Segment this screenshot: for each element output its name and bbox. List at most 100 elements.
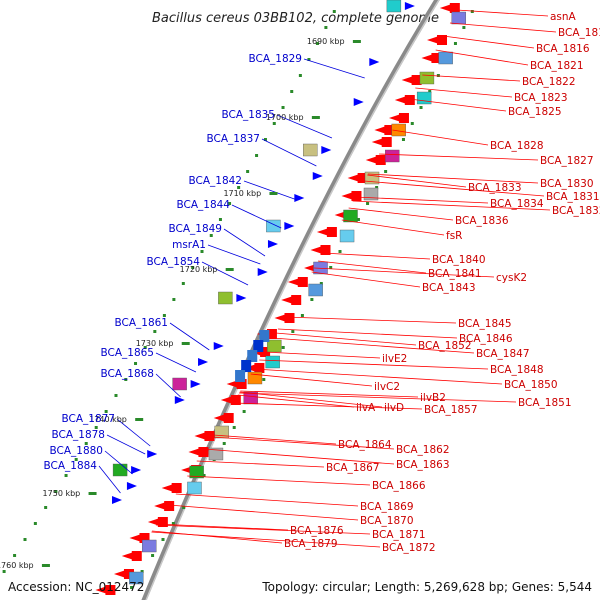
- tick-mark: [114, 394, 118, 397]
- right-gene-label[interactable]: BCA_1828: [490, 140, 544, 152]
- gene-cluster-block: [241, 360, 252, 372]
- right-gene-label[interactable]: BCA_1845: [458, 318, 512, 330]
- right-gene-label[interactable]: BCA_1850: [504, 379, 558, 391]
- right-gene-label[interactable]: BCA_1862: [396, 444, 450, 456]
- right-gene-label[interactable]: ilvD: [384, 402, 404, 414]
- right-gene-label[interactable]: BCA_1836: [455, 215, 509, 227]
- tick-mark: [263, 138, 267, 141]
- genome-backbone-highlight: [145, 0, 440, 600]
- reverse-gene-block: [171, 483, 182, 493]
- right-label-leader: [239, 392, 517, 403]
- tick-mark: [151, 554, 155, 557]
- left-gene-label[interactable]: BCA_1849: [168, 223, 222, 235]
- left-gene-label[interactable]: BCA_1861: [114, 317, 168, 329]
- left-gene-label[interactable]: msrA1: [172, 239, 206, 251]
- right-gene-label[interactable]: BCA_1863: [396, 459, 450, 471]
- left-gene-label[interactable]: BCA_1868: [100, 368, 154, 380]
- right-gene-label[interactable]: BCA_1831: [546, 191, 600, 203]
- right-gene-label[interactable]: BCA_1847: [476, 348, 530, 360]
- left-gene-label[interactable]: BCA_1877: [61, 413, 115, 425]
- right-gene-label[interactable]: BCA_1852: [418, 340, 472, 352]
- left-gene-label[interactable]: BCA_1878: [51, 429, 105, 441]
- left-gene-label[interactable]: BCA_1854: [146, 256, 200, 268]
- left-gene-label[interactable]: BCA_1865: [100, 347, 154, 359]
- reverse-gene-arrow: [113, 570, 126, 578]
- right-gene-label[interactable]: BCA_1823: [514, 92, 568, 104]
- right-gene-label[interactable]: ilvE2: [382, 353, 407, 365]
- reverse-gene-block: [375, 155, 386, 165]
- kbp-scale: 1690 kbp 1700 kbp 1710 kbp 1720 kbp 1730 kbp…: [0, 37, 361, 570]
- tick-mark: [153, 330, 157, 333]
- left-label-leader: [104, 450, 133, 475]
- right-gene-label[interactable]: BCA_1825: [508, 106, 562, 118]
- reverse-gene-block: [411, 75, 422, 85]
- right-gene-label[interactable]: BCA_1816: [536, 43, 590, 55]
- right-gene-label[interactable]: BCA_1866: [372, 480, 426, 492]
- right-gene-label[interactable]: BCA_1867: [326, 462, 380, 474]
- right-gene-label[interactable]: cysK2: [496, 272, 527, 284]
- kbp-label: 1690 kbp: [307, 37, 345, 46]
- right-gene-label[interactable]: BCA_1834: [490, 198, 544, 210]
- reverse-gene-block: [105, 585, 116, 595]
- tick-mark: [255, 154, 259, 157]
- right-gene-label[interactable]: BCA_1876: [290, 525, 344, 537]
- right-gene-label[interactable]: BCA_1832: [552, 205, 600, 217]
- right-gene-label[interactable]: BCA_1848: [490, 364, 544, 376]
- left-gene-label[interactable]: BCA_1884: [43, 460, 97, 472]
- gene-box: [189, 465, 204, 479]
- right-gene-label[interactable]: BCA_1846: [459, 333, 513, 345]
- tick-mark: [172, 298, 176, 301]
- reverse-gene-arrow: [374, 126, 387, 134]
- tick-mark: [140, 570, 144, 573]
- tick-mark: [319, 282, 323, 285]
- right-gene-label[interactable]: BCA_1851: [518, 397, 572, 409]
- accession-text: Accession: NC_012472: [8, 580, 145, 594]
- kbp-tick: [88, 492, 97, 495]
- right-gene-label[interactable]: BCA_1864: [338, 439, 392, 451]
- right-label-leader: [318, 260, 427, 274]
- left-gene-label[interactable]: BCA_1837: [206, 133, 260, 145]
- right-gene-label[interactable]: BCA_1879: [284, 538, 338, 550]
- right-label-leader: [155, 524, 371, 535]
- right-gene-label[interactable]: BCA_1821: [530, 60, 584, 72]
- right-gene-label[interactable]: BCA_1843: [422, 282, 476, 294]
- right-gene-label[interactable]: ilvA: [356, 402, 376, 414]
- left-gene-label[interactable]: BCA_1844: [176, 199, 230, 211]
- right-label-leader: [213, 434, 337, 445]
- left-gene-label[interactable]: BCA_1842: [188, 175, 242, 187]
- left-gene-label[interactable]: BCA_1880: [49, 445, 103, 457]
- right-gene-label[interactable]: BCA_1841: [428, 268, 482, 280]
- right-gene-label[interactable]: BCA_1871: [372, 529, 426, 541]
- right-gene-label[interactable]: asnA: [550, 11, 577, 23]
- right-gene-label[interactable]: BCA_1870: [360, 515, 414, 527]
- gene-box: [363, 187, 379, 201]
- right-gene-label[interactable]: fsR: [446, 230, 462, 242]
- left-label-leader: [116, 418, 151, 447]
- right-gene-label[interactable]: BCA_1815: [558, 27, 600, 39]
- right-gene-labels: asnA BCA_1815 BCA_1816 BCA_1821 BCA_1822 BCA_…: [284, 11, 600, 554]
- right-gene-label[interactable]: BCA_1872: [382, 542, 436, 554]
- right-gene-label[interactable]: ilvC2: [374, 381, 400, 393]
- right-label-leader: [204, 448, 395, 465]
- right-gene-label[interactable]: ilvB2: [420, 392, 446, 404]
- left-gene-label[interactable]: BCA_1835: [221, 109, 275, 121]
- kbp-label: 1730 kbp: [136, 339, 174, 348]
- right-gene-label[interactable]: BCA_1840: [432, 254, 486, 266]
- right-label-leader: [367, 173, 539, 184]
- left-label-leader: [155, 373, 181, 398]
- right-label-leader: [239, 391, 383, 408]
- reverse-gene-arrow: [213, 414, 226, 422]
- gene-box: [247, 371, 263, 385]
- topology-text: Topology: circular; Length: 5,269,628 bp…: [262, 580, 592, 594]
- right-gene-label[interactable]: BCA_1822: [522, 76, 576, 88]
- left-gene-label[interactable]: BCA_1829: [248, 53, 302, 65]
- kbp-label: 1710 kbp: [223, 189, 261, 198]
- right-gene-label[interactable]: BCA_1857: [424, 404, 478, 416]
- reverse-gene-arrow: [341, 192, 354, 200]
- right-gene-label[interactable]: BCA_1833: [468, 182, 522, 194]
- kbp-tick: [352, 40, 361, 43]
- right-gene-label[interactable]: BCA_1830: [540, 178, 594, 190]
- right-gene-label[interactable]: BCA_1869: [360, 501, 414, 513]
- tick-mark: [232, 426, 236, 429]
- right-gene-label[interactable]: BCA_1827: [540, 155, 594, 167]
